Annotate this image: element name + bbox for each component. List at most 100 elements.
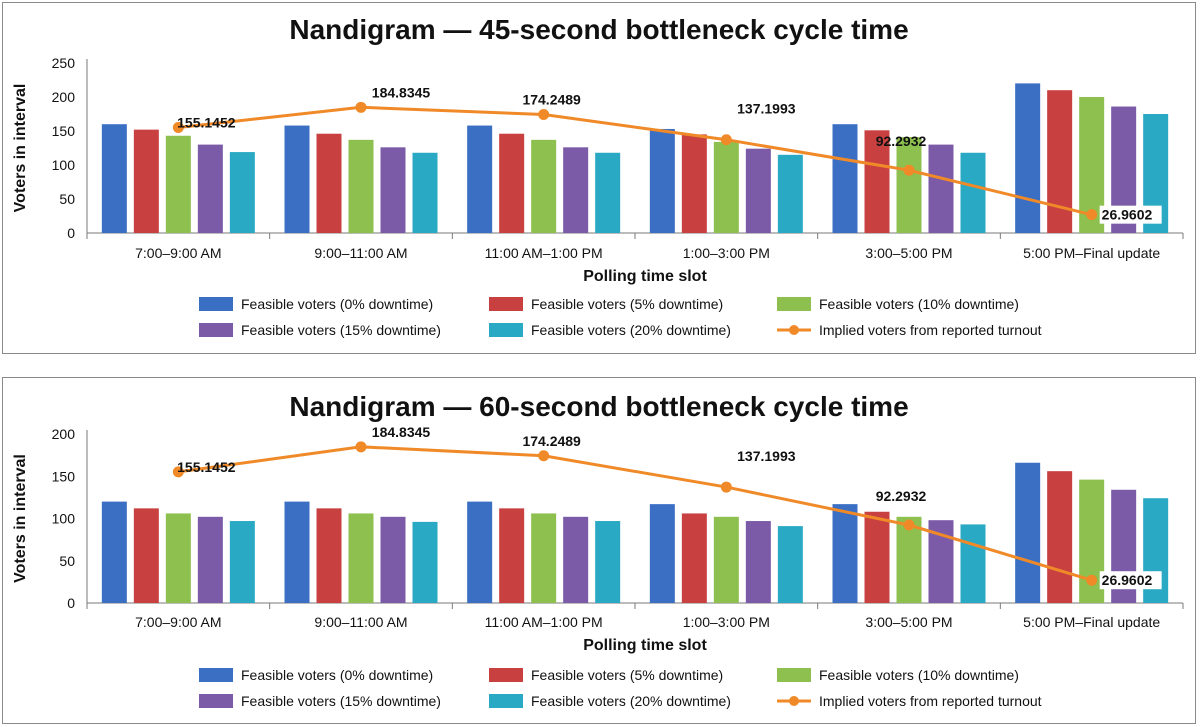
bar — [563, 516, 589, 603]
line-point — [1086, 209, 1098, 221]
bar — [832, 504, 858, 603]
chart-panel-60s: Nandigram — 60-second bottleneck cycle t… — [2, 377, 1196, 724]
line-data-label: 137.1993 — [737, 101, 796, 117]
line-series — [178, 445, 1093, 582]
line-point — [538, 109, 550, 121]
chart-panel-45s: Nandigram — 45-second bottleneck cycle t… — [2, 2, 1196, 354]
line-data-label: 174.2489 — [522, 92, 581, 108]
bar — [133, 129, 159, 233]
line-data-label: 174.2489 — [522, 433, 581, 449]
legend-swatch — [489, 668, 523, 682]
legend-label: Feasible voters (20% downtime) — [531, 693, 731, 709]
x-tick-label: 9:00–11:00 AM — [314, 614, 407, 630]
line-point — [172, 122, 184, 134]
chart-title: Nandigram — 45-second bottleneck cycle t… — [289, 14, 908, 45]
bar — [1015, 83, 1041, 234]
bar — [713, 141, 739, 233]
x-tick-label: 11:00 AM–1:00 PM — [485, 245, 603, 261]
bar — [165, 135, 191, 233]
line-point — [903, 164, 915, 176]
y-tick-label: 150 — [52, 123, 76, 139]
bar — [1015, 462, 1041, 603]
legend-swatch — [489, 694, 523, 708]
y-tick-label: 50 — [59, 191, 75, 207]
line-data-label: 92.2932 — [876, 488, 927, 504]
legend-label: Feasible voters (0% downtime) — [241, 296, 433, 312]
bar — [197, 144, 223, 233]
x-tick-label: 11:00 AM–1:00 PM — [485, 614, 603, 630]
bar — [1047, 471, 1073, 603]
data-label-bg — [1099, 205, 1162, 224]
line-point — [172, 466, 184, 478]
legend-label: Feasible voters (20% downtime) — [531, 322, 731, 338]
line-data-label: 184.8345 — [372, 424, 431, 440]
legend-label: Feasible voters (0% downtime) — [241, 667, 433, 683]
bar — [284, 125, 310, 233]
bar — [928, 144, 954, 233]
bar — [412, 152, 438, 233]
bar — [745, 148, 771, 233]
bar — [380, 516, 406, 603]
bar — [595, 521, 621, 603]
bar — [745, 521, 771, 603]
line-point — [355, 441, 367, 453]
x-tick-label: 1:00–3:00 PM — [683, 245, 770, 261]
x-tick-label: 1:00–3:00 PM — [683, 614, 770, 630]
line-data-label: 26.9602 — [1102, 207, 1153, 223]
bar — [412, 521, 438, 603]
bar — [197, 516, 223, 603]
bar — [864, 511, 890, 603]
chart-45s: Nandigram — 45-second bottleneck cycle t… — [12, 14, 1184, 338]
legend-label: Feasible voters (10% downtime) — [819, 667, 1019, 683]
line-data-label: 92.2932 — [876, 133, 927, 149]
legend-label: Feasible voters (5% downtime) — [531, 667, 723, 683]
legend-label: Feasible voters (10% downtime) — [819, 296, 1019, 312]
legend-swatch — [777, 297, 811, 311]
legend-line-marker — [789, 696, 799, 706]
legend-swatch — [489, 297, 523, 311]
y-tick-label: 100 — [52, 157, 76, 173]
bar — [467, 501, 493, 603]
y-tick-label: 0 — [67, 225, 75, 241]
legend-swatch — [777, 668, 811, 682]
bar — [284, 501, 310, 603]
y-tick-label: 200 — [52, 89, 76, 105]
line-point — [1086, 574, 1098, 586]
y-axis-title: Voters in interval — [12, 454, 29, 583]
bar — [896, 516, 922, 603]
legend-line-marker — [789, 325, 799, 335]
bar — [348, 513, 374, 603]
bar — [101, 124, 127, 233]
bar — [777, 526, 803, 603]
bar — [713, 516, 739, 603]
x-tick-label: 7:00–9:00 AM — [135, 614, 221, 630]
line-data-label: 155.1452 — [177, 459, 236, 475]
line-point — [355, 101, 367, 113]
legend-swatch — [489, 323, 523, 337]
bar — [316, 508, 342, 603]
legend-label: Implied voters from reported turnout — [819, 322, 1042, 338]
bar — [1047, 90, 1073, 233]
line-point — [720, 134, 732, 146]
y-tick-label: 250 — [52, 55, 76, 71]
legend-label: Feasible voters (15% downtime) — [241, 322, 441, 338]
x-axis-title: Polling time slot — [583, 268, 707, 285]
y-tick-label: 200 — [52, 426, 76, 442]
y-tick-label: 50 — [59, 553, 75, 569]
bar — [649, 504, 675, 603]
bar — [229, 152, 255, 233]
bar — [348, 139, 374, 233]
chart-title: Nandigram — 60-second bottleneck cycle t… — [289, 391, 908, 422]
x-tick-label: 9:00–11:00 AM — [314, 245, 407, 261]
bar — [595, 152, 621, 233]
data-label-bg — [1099, 571, 1162, 590]
legend-label: Implied voters from reported turnout — [819, 693, 1042, 709]
bar — [864, 130, 890, 233]
legend-label: Feasible voters (5% downtime) — [531, 296, 723, 312]
legend-label: Feasible voters (15% downtime) — [241, 693, 441, 709]
bar — [380, 147, 406, 233]
x-axis-title: Polling time slot — [583, 637, 707, 654]
bar — [832, 124, 858, 233]
legend-swatch — [199, 323, 233, 337]
x-tick-label: 3:00–5:00 PM — [865, 614, 952, 630]
